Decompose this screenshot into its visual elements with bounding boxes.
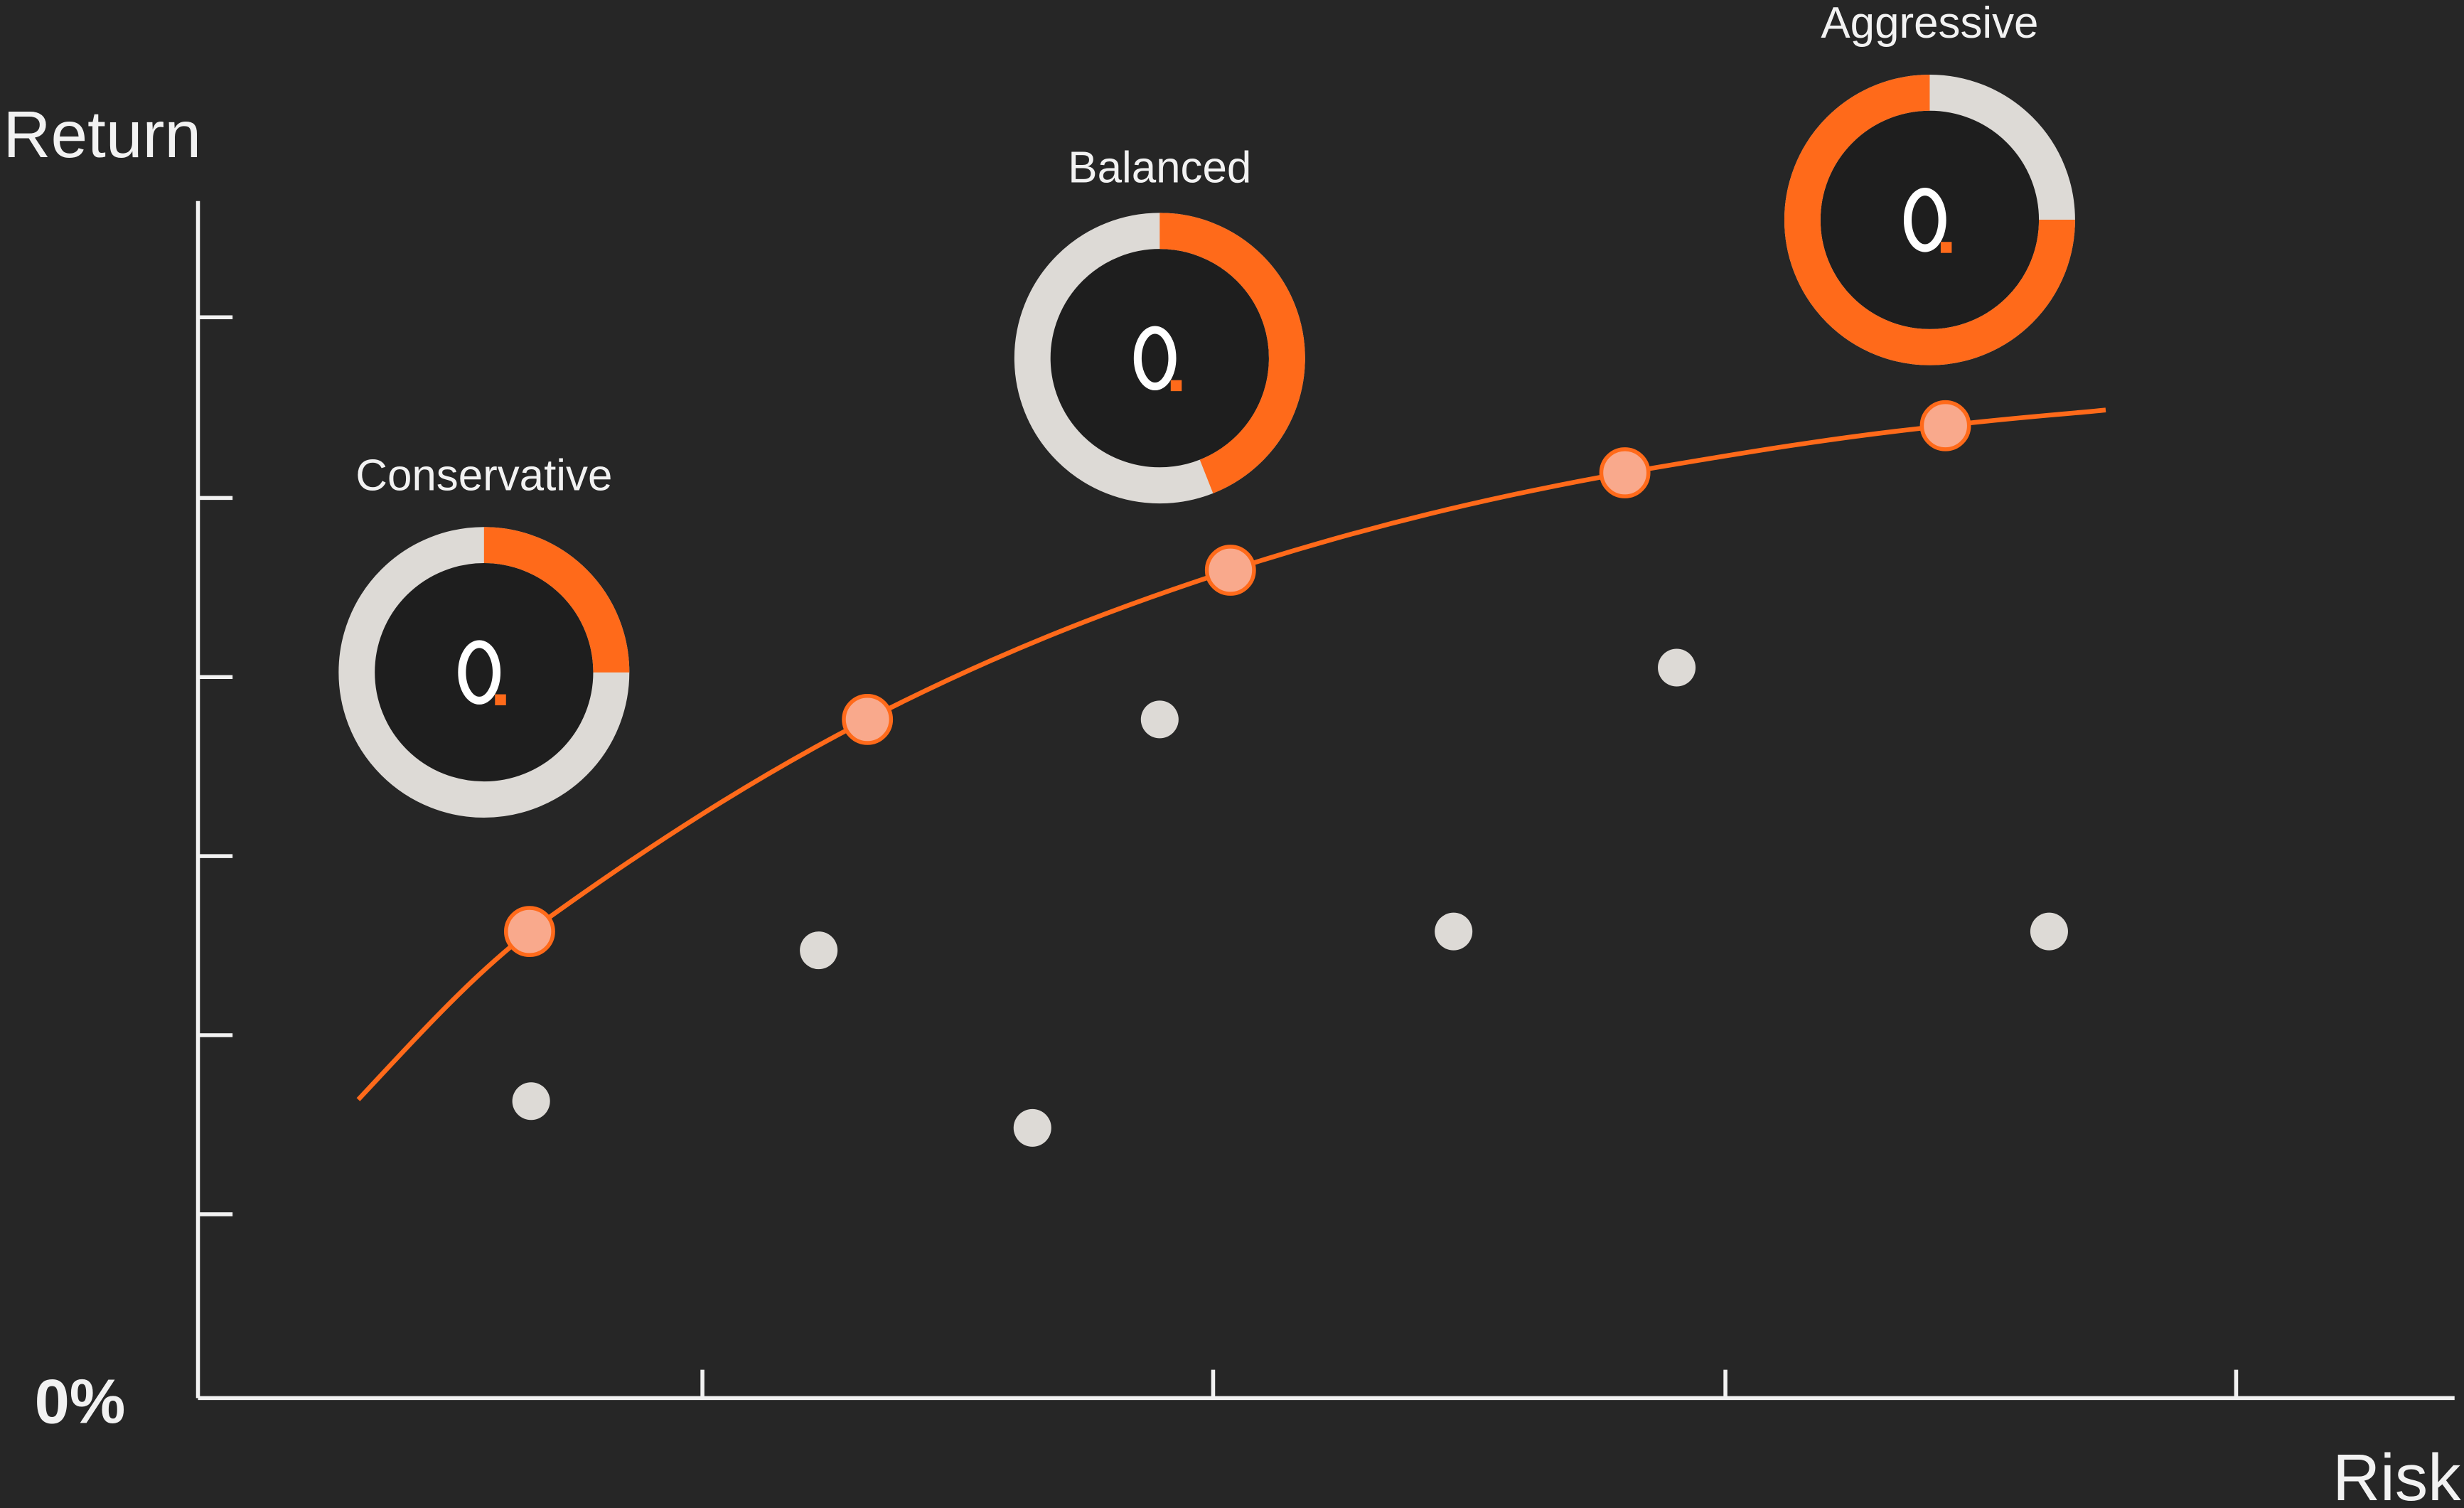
logo-dot — [1170, 380, 1182, 392]
portfolio-dot — [1658, 648, 1696, 687]
logo-ring — [1903, 188, 1946, 252]
profile-label: Aggressive — [1821, 0, 2038, 48]
portfolio-dot — [1140, 700, 1179, 739]
x-axis-label: Risk — [2332, 1440, 2461, 1508]
profile-balanced: Balanced — [1014, 143, 1305, 504]
frontier-point — [842, 693, 894, 745]
profile-label: Balanced — [1068, 143, 1251, 192]
origin-label: 0% — [35, 1367, 126, 1437]
logo-ring — [458, 640, 501, 705]
profile-label: Conservative — [355, 451, 612, 500]
profile-aggressive: Aggressive — [1784, 0, 2075, 365]
portfolio-dot — [1013, 1108, 1051, 1147]
portfolios — [512, 648, 2068, 1147]
donut-share — [1784, 74, 2075, 365]
logo-ring — [1133, 326, 1177, 391]
portfolio-dot — [2030, 912, 2068, 951]
frontier-point — [1204, 545, 1256, 596]
logo-dot — [495, 694, 506, 706]
y-axis-label: Return — [3, 97, 201, 171]
frontier-points — [504, 400, 1971, 958]
frontier-point — [1599, 447, 1651, 498]
portfolio-dot — [512, 1082, 550, 1121]
frontier-point — [1919, 400, 1971, 451]
donut-share — [1014, 213, 1305, 504]
logo-dot — [1940, 242, 1952, 253]
frontier-point — [504, 906, 555, 958]
axes — [195, 200, 2455, 1401]
portfolio-dot — [1435, 912, 1473, 951]
portfolio-dot — [800, 931, 838, 970]
profile-conservative: Conservative — [338, 451, 630, 818]
donut-share — [338, 527, 630, 818]
